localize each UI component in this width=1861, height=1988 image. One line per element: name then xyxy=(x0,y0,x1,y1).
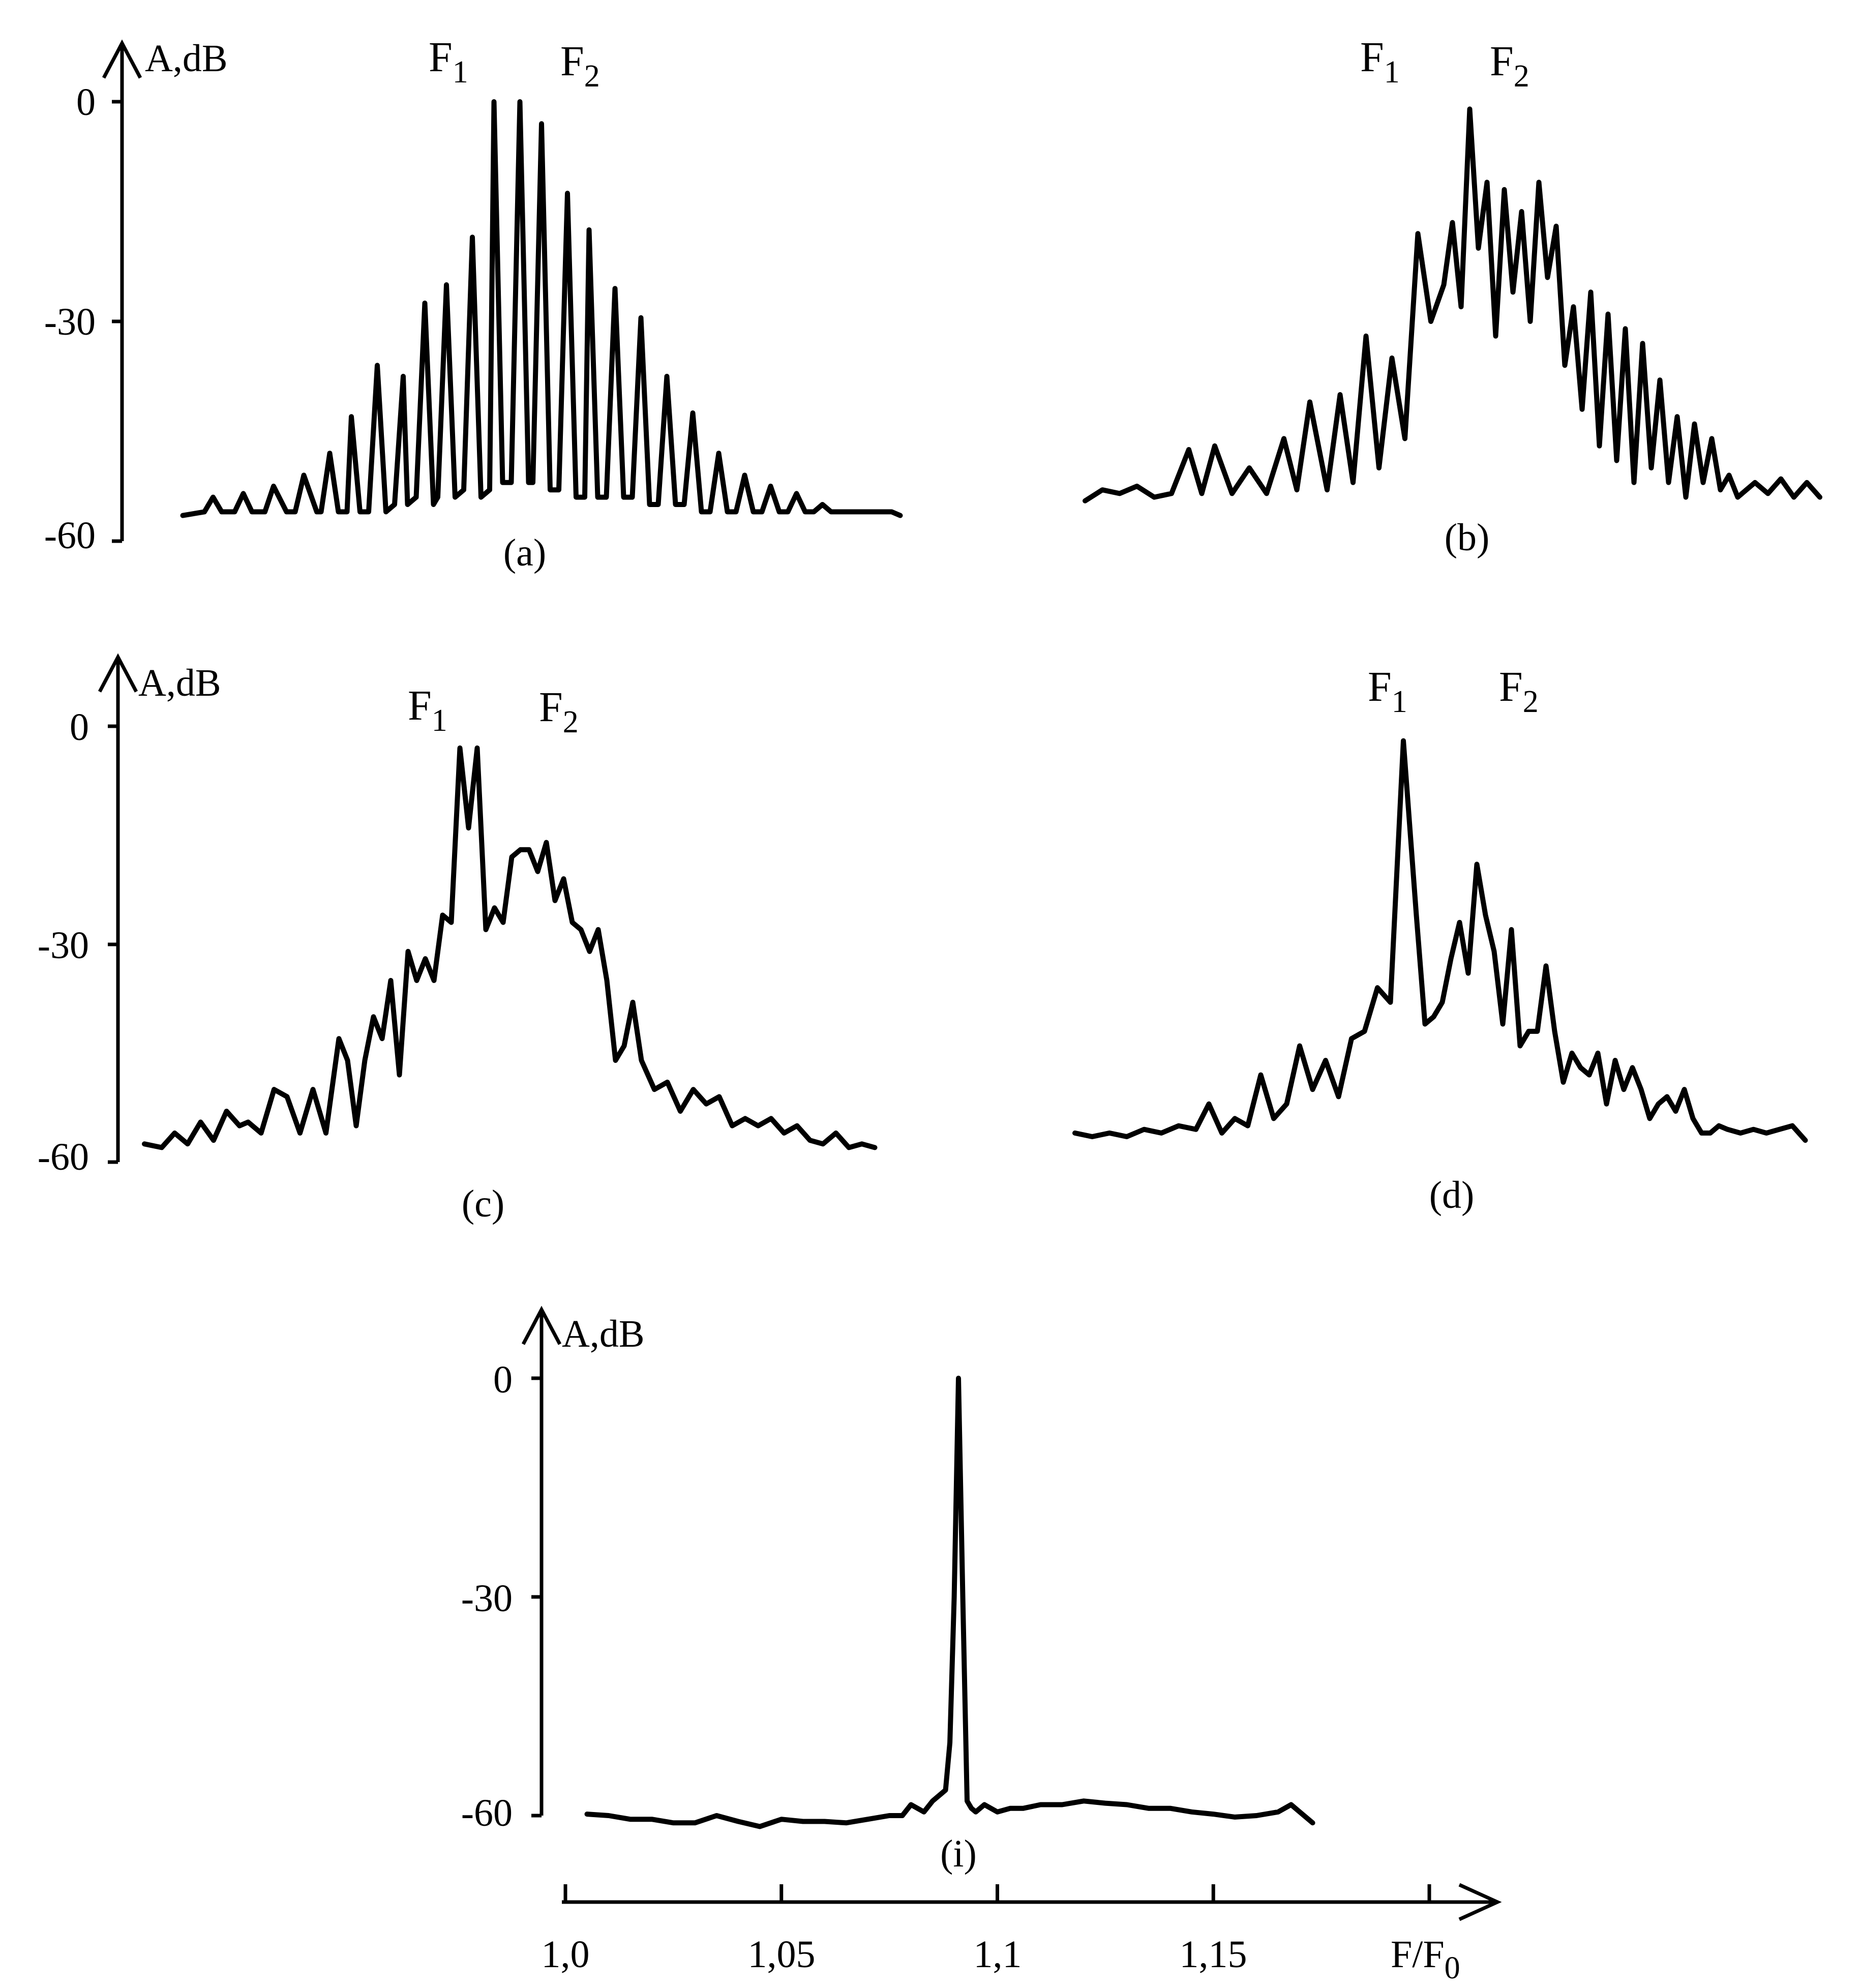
y-tick-label: 0 xyxy=(70,706,89,749)
peak-label-f2: F2 xyxy=(560,38,600,94)
spectrum-trace xyxy=(584,1376,1315,1829)
peak-label-f1: F1 xyxy=(1360,34,1400,90)
x-tick-label: 1,1 xyxy=(974,1933,1022,1976)
y-axis-label: A,dB xyxy=(138,662,221,704)
x-tick-label: 1,0 xyxy=(542,1933,590,1976)
y-axis-arrow-icon xyxy=(102,39,142,79)
y-axis-arrow-icon xyxy=(98,653,138,693)
x-axis-label: F/F0 xyxy=(1391,1933,1460,1985)
y-tick-label: -60 xyxy=(44,514,96,557)
peak-label-f1: F1 xyxy=(1368,663,1407,719)
panel-a: A,dB 0 -30 -60 F1 F2 (a) xyxy=(44,34,903,574)
panel-b: F1 F2 (b) xyxy=(1083,34,1822,559)
panel-label: (d) xyxy=(1429,1174,1475,1216)
peak-label-f1: F1 xyxy=(408,682,447,738)
y-tick-label: -30 xyxy=(44,301,96,343)
y-axis-arrow-icon xyxy=(521,1305,562,1345)
panel-c: A,dB 0 -30 -60 F1 F2 (c) xyxy=(38,653,878,1225)
panel-label: (b) xyxy=(1445,516,1490,559)
spectrum-trace xyxy=(142,745,878,1150)
peak-label-f1: F1 xyxy=(429,34,468,90)
panel-label: (a) xyxy=(503,531,546,574)
y-tick-label: 0 xyxy=(493,1358,513,1401)
panel-i: A,dB 0 -30 -60 1,0 1,05 1,1 1,15 F/F0 (i… xyxy=(461,1305,1502,1985)
y-axis-label: A,dB xyxy=(145,37,228,80)
x-tick-label: 1,15 xyxy=(1180,1933,1247,1976)
x-tick-label: 1,05 xyxy=(748,1933,816,1976)
y-tick-label: -60 xyxy=(461,1792,513,1834)
panel-d: F1 F2 (d) xyxy=(1072,663,1808,1216)
spectrum-trace xyxy=(1083,106,1822,503)
x-axis-arrow-icon xyxy=(1458,1883,1502,1921)
y-tick-label: 0 xyxy=(76,81,96,124)
spectrum-trace xyxy=(1072,738,1808,1143)
peak-label-f2: F2 xyxy=(1490,38,1529,94)
spectrum-trace xyxy=(180,99,903,518)
y-tick-label: -30 xyxy=(461,1577,513,1620)
panel-label: (c) xyxy=(462,1182,504,1225)
y-tick-label: -60 xyxy=(38,1136,89,1178)
peak-label-f2: F2 xyxy=(1499,663,1539,719)
y-tick-label: -30 xyxy=(38,924,89,967)
y-axis-label: A,dB xyxy=(562,1313,645,1355)
panel-label: (i) xyxy=(940,1832,977,1875)
peak-label-f2: F2 xyxy=(539,684,579,739)
x-ticks xyxy=(563,1884,1431,1902)
